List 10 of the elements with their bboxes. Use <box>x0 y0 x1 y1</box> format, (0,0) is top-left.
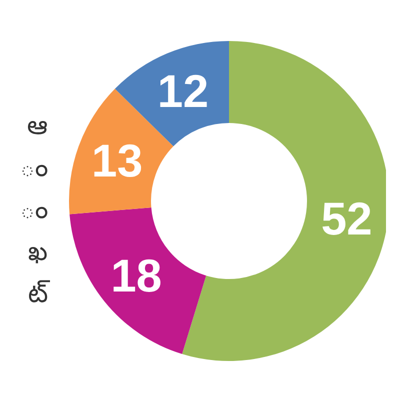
data-label: 12 <box>157 65 209 118</box>
data-label: 18 <box>110 250 162 302</box>
data-label: 13 <box>92 134 143 187</box>
text: ట్ <box>27 278 48 311</box>
data-label: 52 <box>321 192 372 245</box>
donut-slice <box>70 207 206 354</box>
text: ఆ <box>26 110 48 143</box>
text: ం <box>19 152 48 185</box>
text: ం <box>19 194 48 227</box>
text: ఖ <box>27 236 48 269</box>
